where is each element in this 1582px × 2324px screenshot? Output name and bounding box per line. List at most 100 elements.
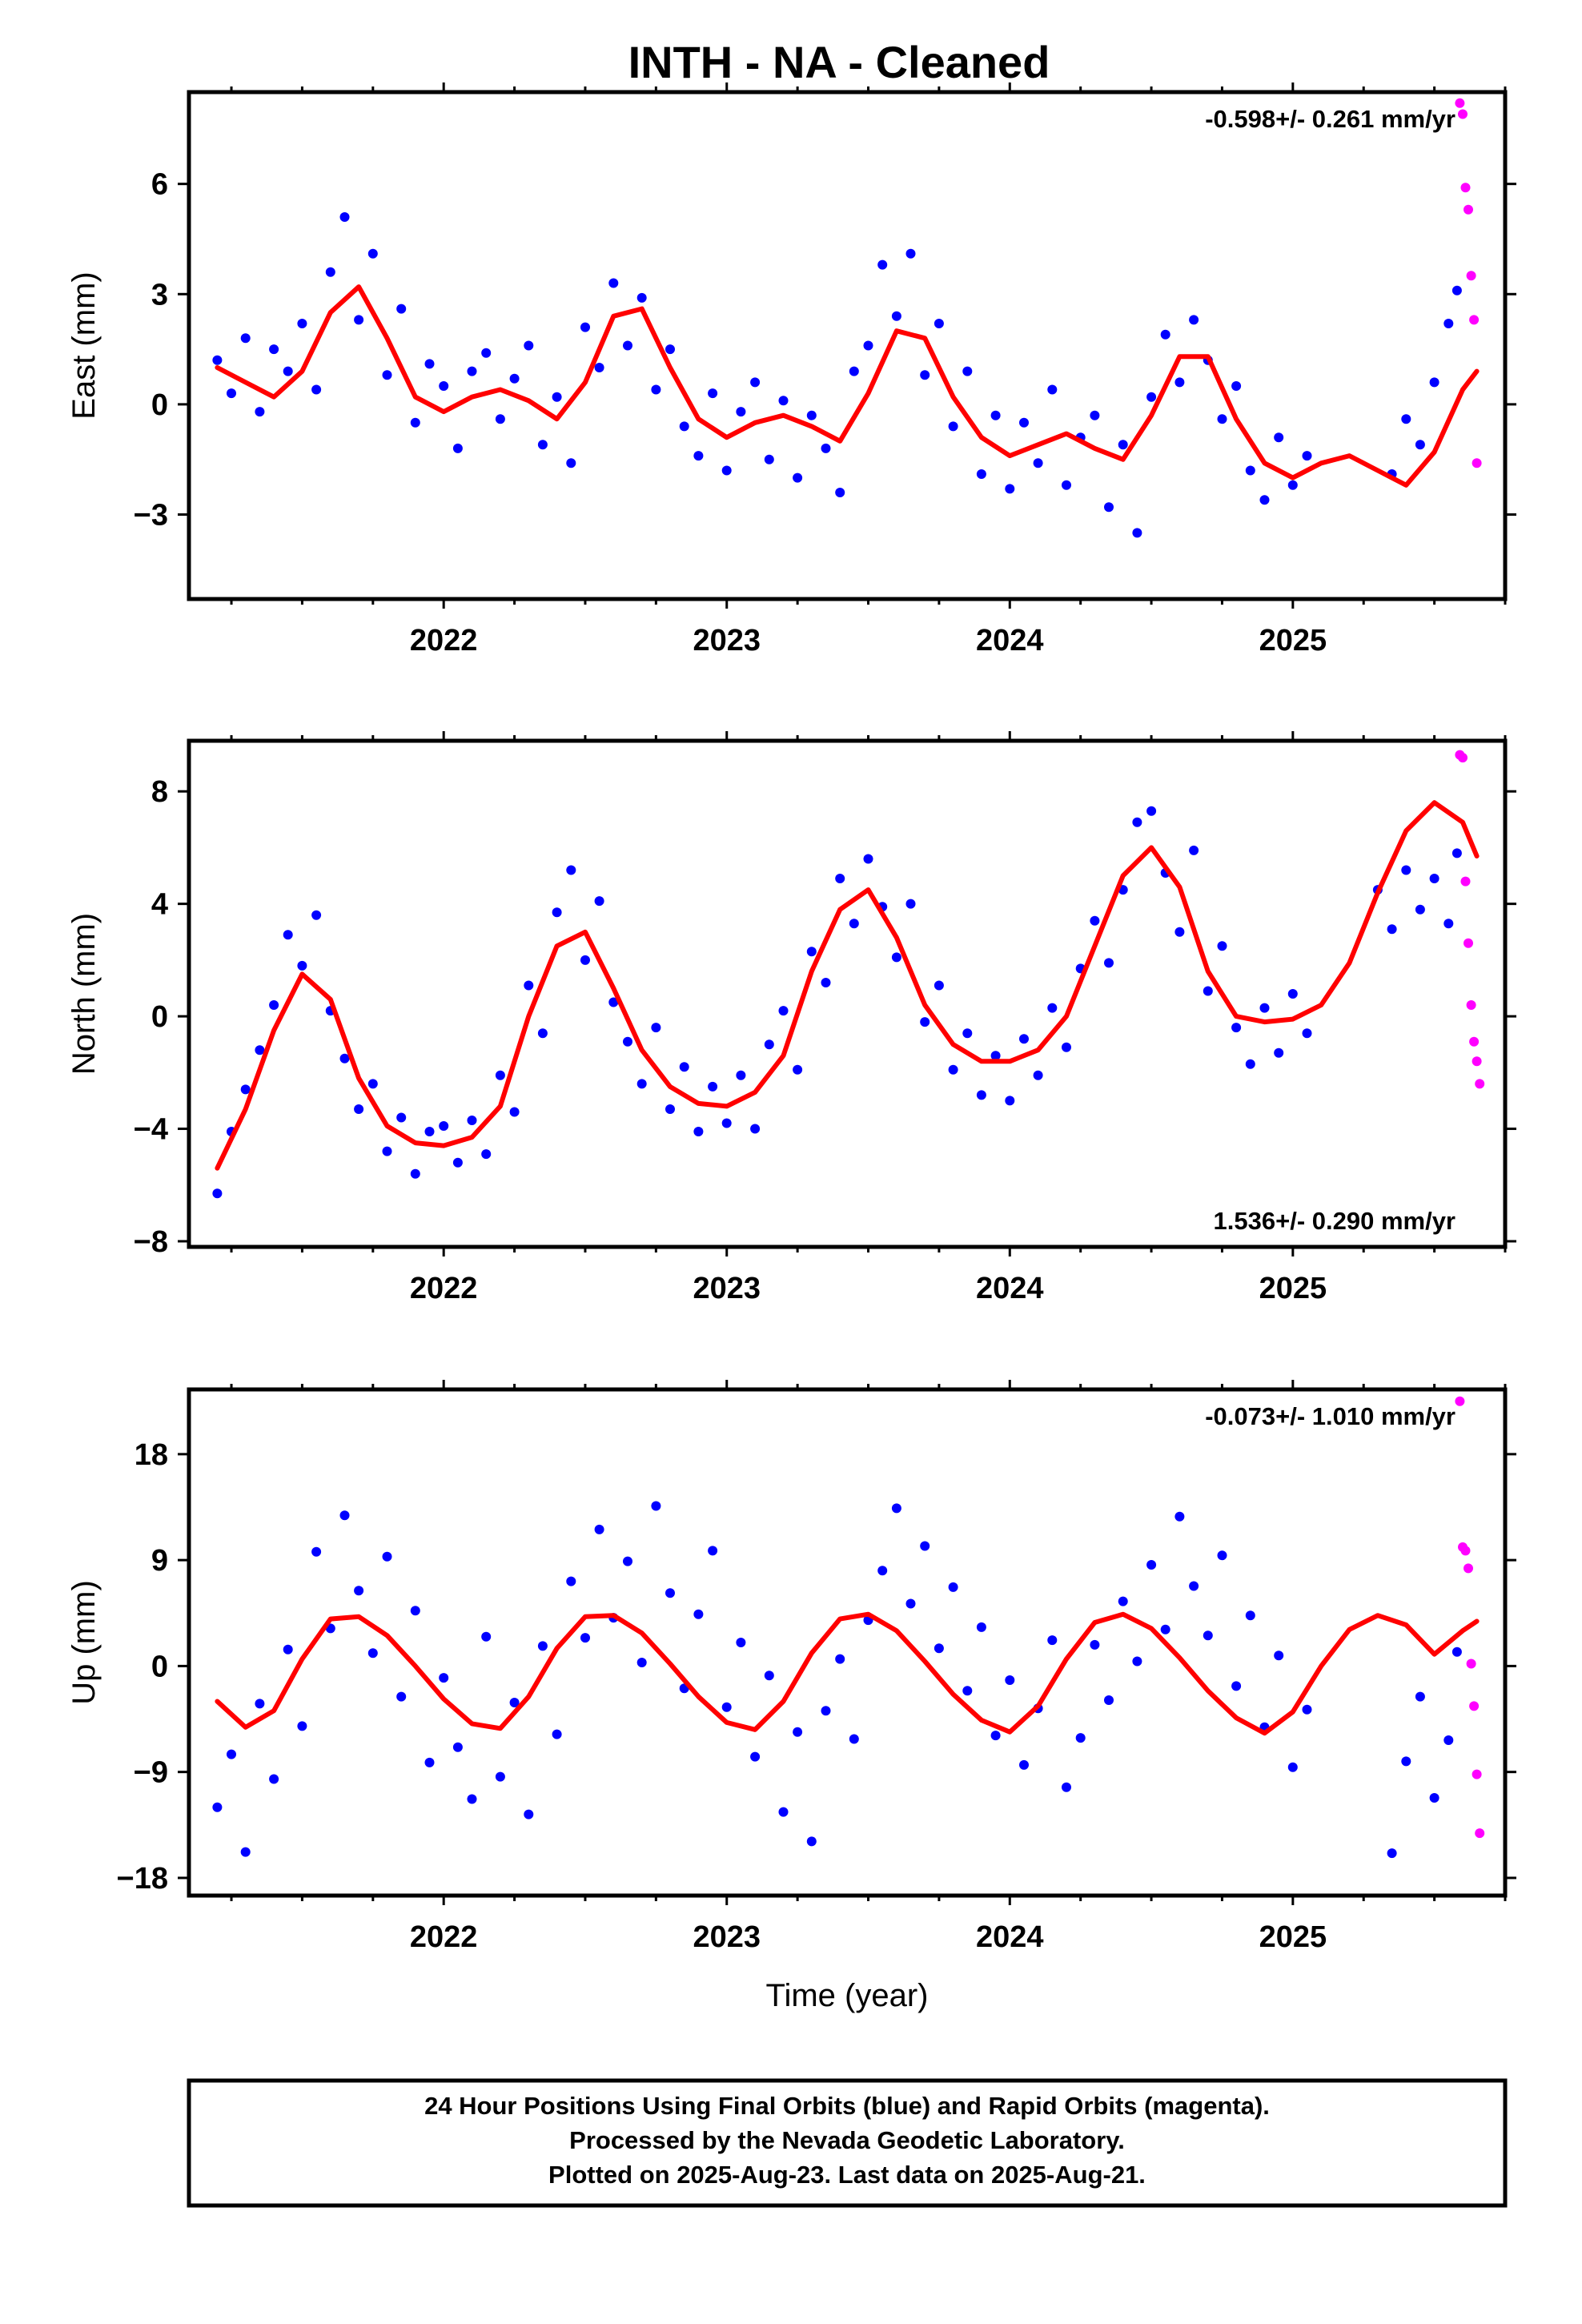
north-plot-area <box>212 750 1485 1199</box>
east-final-point <box>750 377 761 388</box>
up-final-point <box>623 1556 632 1566</box>
north-final-point <box>793 1064 803 1075</box>
north-final-point <box>905 899 916 909</box>
north-ytick-label: 4 <box>151 888 168 922</box>
east-final-point <box>721 465 732 476</box>
east-rapid-point <box>1464 204 1473 215</box>
up-final-point <box>1231 1681 1242 1691</box>
north-final-point <box>1443 919 1454 929</box>
east-rapid-point <box>1472 458 1482 468</box>
north-final-point <box>976 1090 986 1100</box>
north-final-point <box>1189 845 1199 855</box>
up-final-point <box>439 1673 449 1683</box>
east-xtick-label: 2025 <box>1259 624 1327 657</box>
north-final-point <box>537 1028 548 1039</box>
up-xtick-label: 2025 <box>1259 1920 1327 1954</box>
up-final-point <box>990 1731 1001 1741</box>
east-ytick-label: 0 <box>151 388 168 422</box>
up-final-point <box>311 1546 322 1557</box>
north-final-point <box>1259 1003 1270 1013</box>
north-xtick-label: 2023 <box>693 1272 761 1305</box>
east-final-point <box>594 363 604 372</box>
east-model-line <box>215 284 1480 488</box>
up-final-point <box>877 1566 888 1576</box>
north-final-point <box>1019 1034 1029 1044</box>
east-final-point <box>778 396 789 406</box>
north-final-point <box>736 1070 746 1080</box>
north-final-point <box>495 1070 505 1080</box>
north-xtick-label: 2022 <box>410 1272 478 1305</box>
east-rapid-point <box>1469 315 1480 325</box>
east-final-point <box>1062 480 1071 490</box>
north-final-point <box>764 1039 774 1050</box>
up-final-point <box>764 1671 774 1681</box>
up-final-point <box>1287 1762 1298 1772</box>
east-final-point <box>877 259 888 270</box>
up-final-point <box>481 1631 492 1642</box>
north-final-point <box>708 1081 718 1092</box>
north-final-point <box>269 1000 279 1010</box>
east-final-point <box>1033 458 1043 468</box>
north-final-point <box>212 1188 223 1199</box>
north-final-point <box>1132 817 1142 827</box>
east-final-point <box>849 366 859 376</box>
footer-line-1: 24 Hour Positions Using Final Orbits (bl… <box>424 2092 1270 2120</box>
north-ytick-label: −8 <box>134 1225 168 1259</box>
east-final-point <box>212 355 223 365</box>
east-final-point <box>382 370 392 380</box>
east-final-point <box>495 414 505 424</box>
north-final-point <box>339 1053 350 1063</box>
east-final-point <box>1118 440 1128 450</box>
up-final-point <box>566 1576 576 1586</box>
east-final-point <box>1019 417 1029 428</box>
up-ytick-label: −18 <box>117 1862 168 1896</box>
up-final-point <box>636 1658 647 1667</box>
east-final-point <box>679 421 689 432</box>
east-final-point <box>636 292 647 303</box>
east-ytick-label: −3 <box>134 499 168 533</box>
up-final-point <box>1104 1695 1114 1705</box>
east-final-point <box>524 340 534 351</box>
north-rapid-point <box>1464 938 1473 948</box>
east-final-point <box>566 458 576 468</box>
north-xtick-label: 2024 <box>976 1272 1044 1305</box>
north-final-point <box>990 1051 1001 1061</box>
north-final-point <box>467 1116 477 1125</box>
north-final-point <box>354 1104 364 1114</box>
east-final-point <box>1443 319 1454 328</box>
north-final-point <box>1452 848 1462 858</box>
east-final-point <box>1104 502 1114 513</box>
up-final-point <box>665 1588 675 1598</box>
north-final-point <box>721 1118 732 1128</box>
up-final-point <box>976 1622 986 1632</box>
east-ylabel: East (mm) <box>66 271 102 419</box>
north-final-point <box>594 896 604 907</box>
up-rapid-point <box>1464 1563 1473 1574</box>
east-final-point <box>509 373 520 384</box>
north-ytick-label: 0 <box>151 1000 168 1034</box>
north-final-point <box>962 1028 973 1039</box>
footer-line-2: Processed by the Nevada Geodetic Laborat… <box>569 2126 1125 2154</box>
north-ytick-label: −4 <box>134 1113 168 1147</box>
north-final-point <box>452 1157 463 1168</box>
north-final-point <box>651 1023 661 1033</box>
north-final-point <box>1217 941 1227 951</box>
east-final-point <box>905 248 916 259</box>
north-final-point <box>1146 806 1157 816</box>
north-final-point <box>524 980 534 991</box>
east-final-point <box>1047 384 1058 395</box>
east-final-point <box>1429 377 1439 388</box>
up-final-point <box>806 1836 817 1847</box>
up-final-point <box>452 1742 463 1752</box>
up-final-point <box>1019 1759 1029 1770</box>
up-final-point <box>1203 1630 1213 1641</box>
east-final-point <box>283 366 293 376</box>
north-panel: 2022 2023 2024 2025 −8 −4 0 4 8 North (mm) 1.536+/… <box>66 731 1516 1305</box>
up-model-line <box>215 1611 1480 1736</box>
up-final-point <box>255 1699 265 1709</box>
up-final-point <box>948 1582 958 1592</box>
east-final-point <box>665 344 675 355</box>
north-final-point <box>1005 1096 1015 1106</box>
up-final-point <box>1401 1756 1411 1767</box>
east-final-point <box>227 388 236 399</box>
